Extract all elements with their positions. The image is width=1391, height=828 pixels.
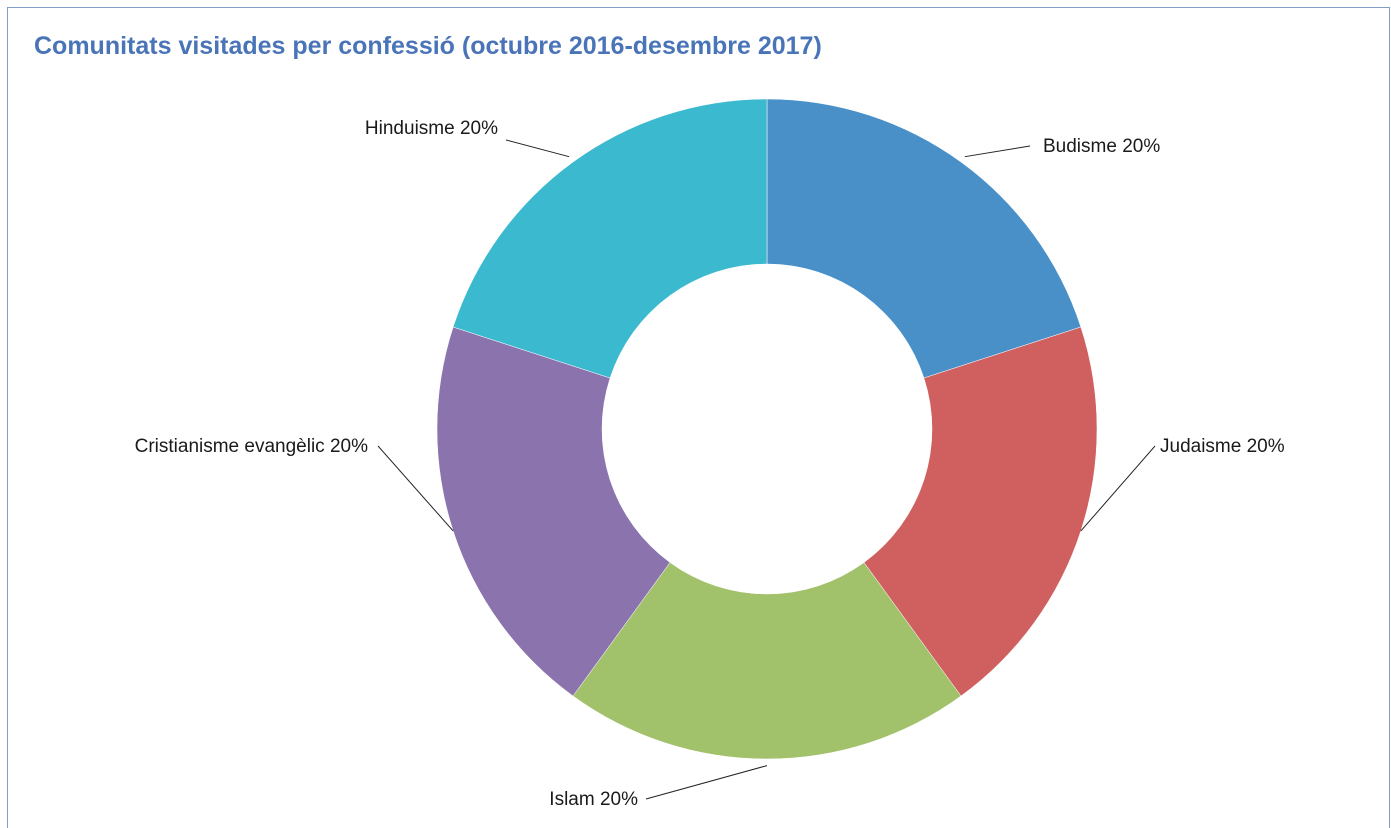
slice-label: Cristianisme evangèlic 20% (135, 436, 368, 457)
slice-label: Islam 20% (549, 789, 638, 810)
chart-title: Comunitats visitades per confessió (octu… (34, 32, 822, 60)
slice-label: Hinduisme 20% (365, 118, 498, 139)
slice-budisme (766, 98, 1082, 379)
slice-islam (572, 562, 962, 760)
leader-line (377, 445, 454, 532)
slice-label: Budisme 20% (1043, 136, 1160, 157)
slice-label: Judaisme 20% (1160, 436, 1285, 457)
slice-judaisme (863, 326, 1098, 697)
slice-hinduisme (452, 98, 768, 379)
slice-cristianisme-evang-lic (436, 326, 671, 697)
chart-frame (7, 7, 1390, 828)
leader-line (1080, 445, 1156, 532)
leader-line (964, 145, 1031, 158)
leader-line (505, 139, 570, 158)
leader-line (645, 765, 768, 800)
